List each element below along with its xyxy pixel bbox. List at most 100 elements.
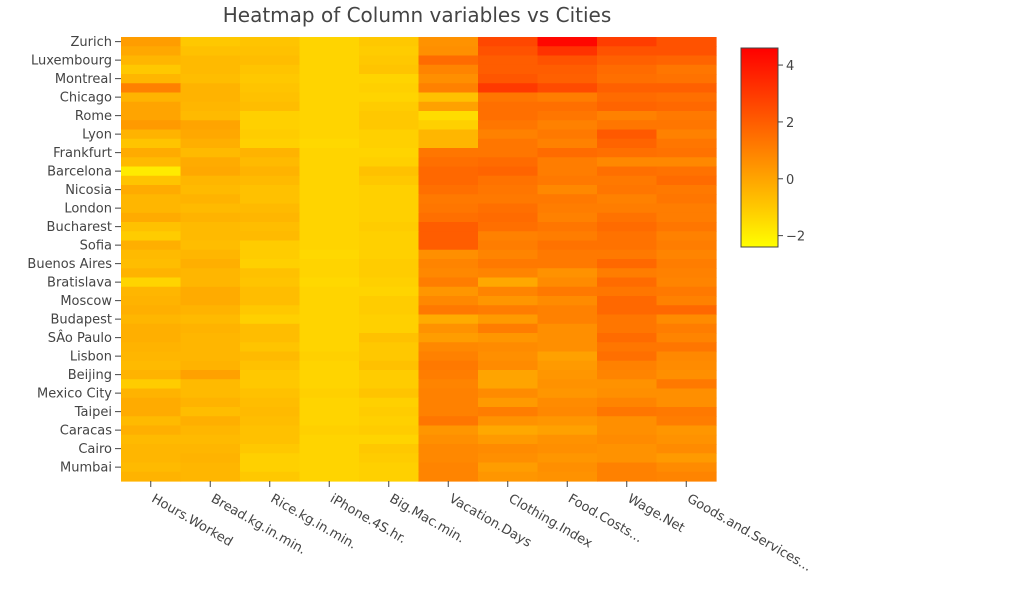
y-tick-label: Mexico City <box>37 387 112 402</box>
heatmap-cell <box>299 83 360 94</box>
heatmap-cell <box>359 379 420 390</box>
heatmap-cell <box>121 259 182 269</box>
heatmap-cell <box>597 185 658 195</box>
x-tick-label: Goods.and.Services... <box>684 491 814 574</box>
heatmap-cell <box>478 157 539 168</box>
heatmap-cell <box>597 240 658 251</box>
colorbar-tick-label: −2 <box>786 230 805 245</box>
heatmap-cell <box>240 416 301 427</box>
heatmap-cell <box>537 37 598 47</box>
heatmap-cell <box>299 434 360 445</box>
heatmap-cell <box>240 314 301 325</box>
heatmap-cell <box>656 203 717 214</box>
heatmap-cell <box>359 268 420 279</box>
heatmap-cell <box>597 148 658 158</box>
heatmap-cell <box>597 277 658 288</box>
heatmap-cell <box>537 360 598 371</box>
heatmap-cell <box>418 286 479 297</box>
heatmap-cell <box>359 64 420 75</box>
heatmap-cell <box>537 240 598 251</box>
heatmap-cell <box>656 46 717 57</box>
heatmap-cell <box>180 138 241 149</box>
heatmap-cell <box>478 416 539 427</box>
heatmap-cell <box>656 296 717 306</box>
heatmap-cell <box>121 231 182 242</box>
heatmap-cell <box>180 342 241 353</box>
heatmap-cell <box>359 342 420 353</box>
heatmap-cell <box>537 434 598 445</box>
heatmap-cell <box>121 249 182 260</box>
heatmap-cell <box>597 111 658 121</box>
heatmap-cell <box>240 296 301 306</box>
heatmap-cell <box>597 305 658 316</box>
heatmap-cell <box>478 55 539 66</box>
heatmap-cell <box>537 138 598 149</box>
heatmap-cell <box>656 240 717 251</box>
heatmap-cell <box>656 434 717 445</box>
heatmap-cell <box>418 277 479 288</box>
heatmap-cell <box>359 194 420 205</box>
heatmap-cell <box>537 444 598 454</box>
heatmap-cell <box>121 194 182 205</box>
heatmap-cell <box>597 194 658 205</box>
y-tick-label: Mumbai <box>60 461 112 476</box>
heatmap-cell <box>180 379 241 390</box>
heatmap-cell <box>656 83 717 94</box>
heatmap-cell <box>240 92 301 103</box>
heatmap-cell <box>240 101 301 112</box>
heatmap-cell <box>240 203 301 214</box>
heatmap-cell <box>656 231 717 242</box>
heatmap-cell <box>537 259 598 269</box>
heatmap-cell <box>121 222 182 232</box>
heatmap-cell <box>418 434 479 445</box>
heatmap-cell <box>359 444 420 454</box>
heatmap-cell <box>478 138 539 149</box>
heatmap-cell <box>656 416 717 427</box>
heatmap-cell <box>656 92 717 103</box>
heatmap-cell <box>418 305 479 316</box>
heatmap-cell <box>537 231 598 242</box>
heatmap-cell <box>180 83 241 94</box>
heatmap-cell <box>180 194 241 205</box>
heatmap-cell <box>656 407 717 417</box>
heatmap-cell <box>121 268 182 279</box>
heatmap-cell <box>478 222 539 232</box>
heatmap-cell <box>478 64 539 75</box>
y-tick-label: Lisbon <box>70 350 112 365</box>
heatmap-cell <box>537 471 598 482</box>
heatmap-cell <box>478 148 539 158</box>
heatmap-cell <box>478 462 539 473</box>
heatmap-cell <box>240 166 301 177</box>
heatmap-cell <box>597 120 658 131</box>
heatmap-cell <box>240 212 301 223</box>
heatmap-cell <box>537 101 598 112</box>
heatmap-cell <box>537 111 598 121</box>
heatmap-cell <box>299 462 360 473</box>
heatmap-cell <box>299 268 360 279</box>
heatmap-cell <box>418 323 479 334</box>
y-tick-label: Luxembourg <box>31 54 112 69</box>
heatmap-cells <box>121 37 717 482</box>
heatmap-cell <box>121 277 182 288</box>
heatmap-cell <box>299 370 360 380</box>
heatmap-cell <box>478 379 539 390</box>
heatmap-cell <box>180 222 241 232</box>
heatmap-cell <box>299 111 360 121</box>
heatmap-cell <box>121 388 182 399</box>
heatmap-cell <box>418 314 479 325</box>
heatmap-cell <box>359 471 420 482</box>
heatmap-cell <box>656 166 717 177</box>
heatmap-cell <box>180 212 241 223</box>
heatmap-cell <box>597 129 658 140</box>
heatmap-cell <box>478 111 539 121</box>
heatmap-cell <box>418 462 479 473</box>
heatmap-cell <box>180 296 241 306</box>
heatmap-cell <box>478 249 539 260</box>
heatmap-cell <box>597 397 658 408</box>
heatmap-cell <box>180 74 241 84</box>
heatmap-cell <box>180 388 241 399</box>
heatmap-cell <box>121 101 182 112</box>
heatmap-cell <box>656 379 717 390</box>
heatmap-cell <box>299 286 360 297</box>
heatmap-cell <box>240 333 301 343</box>
